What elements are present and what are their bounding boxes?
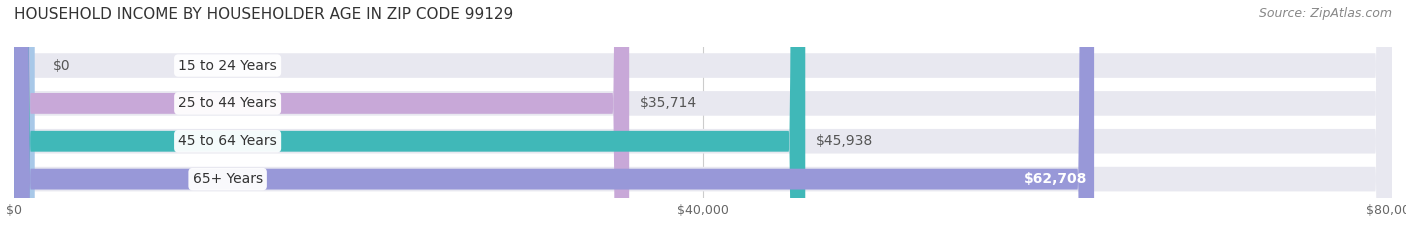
FancyBboxPatch shape xyxy=(14,0,1392,233)
Text: $35,714: $35,714 xyxy=(640,96,697,110)
FancyBboxPatch shape xyxy=(14,0,628,233)
FancyBboxPatch shape xyxy=(14,0,1392,233)
FancyBboxPatch shape xyxy=(14,0,1094,233)
FancyBboxPatch shape xyxy=(14,0,1392,233)
Text: HOUSEHOLD INCOME BY HOUSEHOLDER AGE IN ZIP CODE 99129: HOUSEHOLD INCOME BY HOUSEHOLDER AGE IN Z… xyxy=(14,7,513,22)
Text: 15 to 24 Years: 15 to 24 Years xyxy=(179,58,277,72)
Text: 65+ Years: 65+ Years xyxy=(193,172,263,186)
Text: $62,708: $62,708 xyxy=(1024,172,1087,186)
FancyBboxPatch shape xyxy=(14,0,1392,233)
FancyBboxPatch shape xyxy=(14,0,806,233)
Text: Source: ZipAtlas.com: Source: ZipAtlas.com xyxy=(1258,7,1392,20)
Text: 45 to 64 Years: 45 to 64 Years xyxy=(179,134,277,148)
Text: $0: $0 xyxy=(52,58,70,72)
FancyBboxPatch shape xyxy=(14,0,35,233)
Text: $45,938: $45,938 xyxy=(817,134,873,148)
Text: 25 to 44 Years: 25 to 44 Years xyxy=(179,96,277,110)
